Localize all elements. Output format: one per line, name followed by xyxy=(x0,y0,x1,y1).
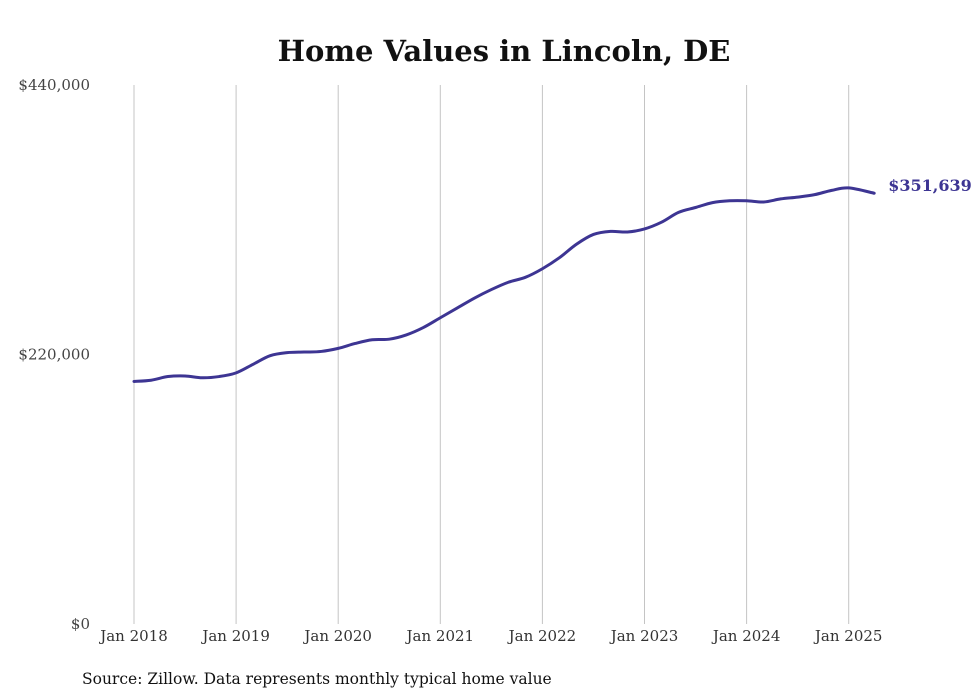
x-tick-label: Jan 2023 xyxy=(609,627,679,645)
series-layer: $351,639 xyxy=(132,176,972,383)
y-tick-label: $440,000 xyxy=(18,76,90,94)
y-tick-label: $220,000 xyxy=(18,346,90,364)
x-tick-label: Jan 2019 xyxy=(200,627,270,645)
source-note: Source: Zillow. Data represents monthly … xyxy=(82,670,552,688)
chart-title: Home Values in Lincoln, DE xyxy=(278,34,731,68)
x-tick-label: Jan 2020 xyxy=(302,627,372,645)
x-axis-ticks: Jan 2018 Jan 2019 Jan 2020 Jan 2021 Jan 2022… xyxy=(98,627,882,645)
grid-lines xyxy=(133,85,850,624)
home-value-line xyxy=(132,186,876,383)
end-value-label: $351,639 xyxy=(888,176,972,195)
x-tick-label: Jan 2018 xyxy=(98,627,168,645)
y-axis-ticks: $0 $220,000 $440,000 xyxy=(18,76,90,633)
y-tick-label: $0 xyxy=(71,615,90,633)
x-tick-label: Jan 2024 xyxy=(711,627,781,645)
x-tick-label: Jan 2021 xyxy=(405,627,475,645)
x-tick-label: Jan 2025 xyxy=(813,627,883,645)
x-tick-label: Jan 2022 xyxy=(507,627,577,645)
